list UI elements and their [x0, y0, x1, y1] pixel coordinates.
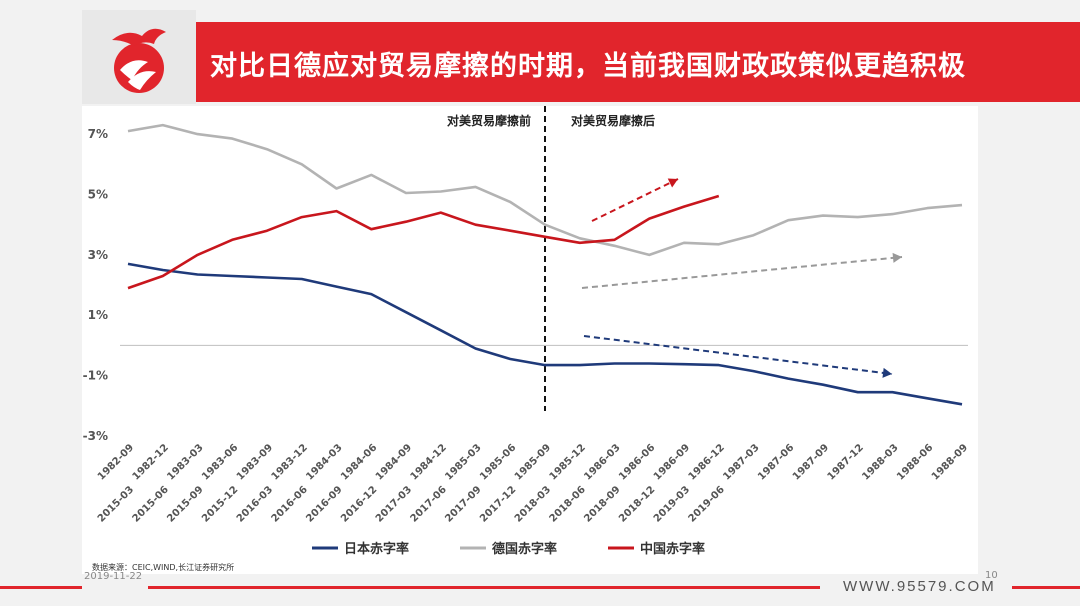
china-line	[127, 194, 720, 290]
x-tick-label-upper: 1985-12	[548, 442, 588, 482]
chart-panel	[82, 106, 978, 574]
y-tick-label: 5%	[88, 187, 108, 201]
x-tick-label-upper: 1983-06	[200, 442, 240, 482]
x-tick-label-upper: 1986-12	[687, 442, 727, 482]
x-tick-label-lower: 2016-03	[235, 484, 275, 524]
x-tick-label-upper: 1985-09	[513, 442, 553, 482]
x-tick-label-upper: 1986-03	[582, 442, 622, 482]
x-tick-label-lower: 2016-09	[304, 484, 344, 524]
y-tick-label: -1%	[83, 369, 108, 383]
china-trend-arrow	[591, 178, 679, 222]
company-logo	[82, 10, 196, 104]
footer-rule	[1012, 586, 1080, 589]
x-tick-label-upper: 1984-12	[409, 442, 449, 482]
x-tick-label-upper: 1986-09	[652, 442, 692, 482]
x-tick-label-upper: 1985-03	[443, 442, 483, 482]
germany-trend-arrow-head	[892, 252, 902, 263]
japan-line	[127, 262, 963, 406]
x-tick-label-lower: 2018-03	[513, 484, 553, 524]
x-tick-label-lower: 2015-12	[200, 484, 240, 524]
legend-label: 日本赤字率	[344, 541, 409, 557]
x-tick-label-upper: 1988-09	[930, 442, 970, 482]
japan-trend-arrow	[583, 335, 893, 375]
x-tick-label-upper: 1983-12	[270, 442, 310, 482]
page-title: 对比日德应对贸易摩擦的时期，当前我国财政政策似更趋积极	[210, 51, 966, 82]
x-tick-label-lower: 2017-06	[409, 484, 449, 524]
legend-label: 德国赤字率	[492, 541, 557, 557]
x-tick-label-lower: 2017-09	[443, 484, 483, 524]
x-tick-label-lower: 2015-03	[96, 484, 136, 524]
x-tick-label-upper: 1984-09	[374, 442, 414, 482]
x-tick-label-upper: 1983-03	[165, 442, 205, 482]
x-tick-label-lower: 2019-03	[652, 484, 692, 524]
logo-dragon-icon	[112, 28, 166, 46]
x-tick-label-lower: 2018-09	[582, 484, 622, 524]
x-tick-label-upper: 1983-09	[235, 442, 275, 482]
title-banner	[82, 22, 1080, 102]
x-tick-label-lower: 2016-06	[270, 484, 310, 524]
y-tick-label: 3%	[88, 248, 108, 262]
x-tick-label-upper: 1984-03	[304, 442, 344, 482]
date-stamp: 2019-11-22	[84, 571, 143, 582]
x-tick-label-lower: 2015-09	[165, 484, 205, 524]
x-tick-label-lower: 2018-12	[617, 484, 657, 524]
data-source: 数据来源：CEIC,WIND,长江证券研究所	[92, 563, 235, 572]
website-url: WWW.95579.COM	[843, 578, 996, 595]
x-tick-label-upper: 1987-12	[826, 442, 866, 482]
annotation-after: 对美贸易摩擦后	[571, 113, 655, 128]
x-tick-label-lower: 2019-06	[687, 484, 727, 524]
legend-label: 中国赤字率	[640, 541, 705, 557]
germany-line	[127, 123, 963, 257]
x-tick-label-lower: 2017-03	[374, 484, 414, 524]
x-tick-label-upper: 1988-03	[860, 442, 900, 482]
x-tick-label-lower: 2015-06	[131, 484, 171, 524]
footer-rule	[0, 586, 82, 589]
y-tick-label: 7%	[88, 127, 108, 141]
x-tick-label-upper: 1982-09	[96, 442, 136, 482]
y-tick-label: -3%	[83, 429, 108, 443]
x-tick-label-upper: 1986-06	[617, 442, 657, 482]
y-tick-label: 1%	[88, 308, 108, 322]
logo-wave-icon	[120, 60, 148, 80]
x-tick-label-upper: 1988-06	[895, 442, 935, 482]
x-tick-label-lower: 2017-12	[478, 484, 518, 524]
x-tick-label-upper: 1982-12	[131, 442, 171, 482]
x-tick-label-upper: 1984-06	[339, 442, 379, 482]
japan-trend-arrow-head	[882, 367, 892, 378]
deficit-chart: 对美贸易摩擦前 对美贸易摩擦后 7%5%3%1%-1%-3% 1982-09198…	[83, 106, 970, 557]
x-tick-label-upper: 1985-06	[478, 442, 518, 482]
annotation-before: 对美贸易摩擦前	[447, 113, 531, 128]
x-tick-label-upper: 1987-06	[756, 442, 796, 482]
x-tick-label-upper: 1987-09	[791, 442, 831, 482]
germany-trend-arrow	[581, 256, 903, 289]
china-trend-arrow-head	[667, 178, 678, 188]
page-number: 10	[985, 570, 998, 581]
x-tick-label-lower: 2018-06	[548, 484, 588, 524]
footer-rule	[148, 586, 820, 589]
x-tick-label-lower: 2016-12	[339, 484, 379, 524]
x-tick-label-upper: 1987-03	[721, 442, 761, 482]
